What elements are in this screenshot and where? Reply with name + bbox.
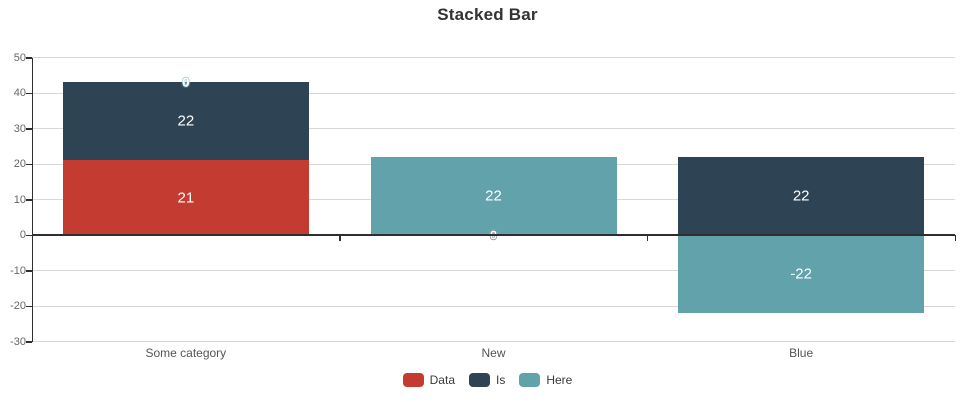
category-label: New bbox=[481, 346, 506, 360]
bar-segment[interactable] bbox=[678, 235, 925, 314]
y-axis-tick bbox=[26, 305, 32, 307]
y-axis-tick bbox=[26, 270, 32, 272]
bar-segment[interactable] bbox=[678, 156, 925, 235]
bar-segment[interactable] bbox=[62, 160, 309, 235]
x-axis-tick bbox=[339, 235, 341, 241]
y-tick-label: -20 bbox=[10, 300, 26, 312]
bar-segment[interactable] bbox=[370, 156, 617, 235]
zero-value-label: 0 bbox=[182, 74, 190, 90]
y-tick-label: -10 bbox=[10, 264, 26, 277]
chart-title: Stacked Bar bbox=[437, 5, 538, 24]
y-axis-tick bbox=[26, 163, 32, 165]
category-label: Blue bbox=[789, 346, 814, 360]
legend-item[interactable]: Is bbox=[469, 373, 505, 387]
gridline bbox=[32, 341, 955, 342]
bar-value-label: 22 bbox=[792, 187, 810, 205]
y-tick-label: 40 bbox=[13, 87, 26, 99]
y-axis-tick bbox=[26, 92, 32, 94]
y-tick-label: 0 bbox=[19, 229, 26, 241]
y-tick-label: 30 bbox=[13, 122, 26, 135]
gridline bbox=[32, 305, 955, 307]
y-axis-tick bbox=[26, 57, 32, 59]
legend-label: Here bbox=[546, 373, 573, 387]
bar-value-label: -22 bbox=[790, 265, 812, 283]
y-axis-tick bbox=[26, 341, 32, 343]
y-axis-tick bbox=[26, 128, 32, 130]
category-label: Some category bbox=[145, 346, 227, 360]
legend-swatch bbox=[519, 373, 541, 387]
gridline bbox=[32, 270, 955, 271]
y-tick-label: 10 bbox=[13, 193, 26, 206]
bar-segment[interactable] bbox=[62, 82, 309, 161]
legend-label: Is bbox=[496, 373, 506, 387]
legend-swatch bbox=[402, 373, 424, 387]
legend: Data Is Here bbox=[0, 373, 975, 387]
y-tick-label: -30 bbox=[10, 335, 26, 348]
bar-value-label: 22 bbox=[177, 112, 195, 130]
x-axis-zero-line bbox=[32, 234, 955, 236]
legend-item[interactable]: Data bbox=[402, 373, 455, 387]
gridline bbox=[32, 92, 955, 94]
y-tick-label: 50 bbox=[13, 51, 26, 64]
x-axis-tick bbox=[646, 235, 649, 241]
legend-label: Data bbox=[429, 373, 455, 387]
legend-swatch bbox=[469, 373, 490, 387]
y-axis bbox=[31, 57, 33, 342]
y-tick-label: 20 bbox=[13, 158, 26, 170]
gridline bbox=[32, 128, 955, 129]
legend-item[interactable]: Here bbox=[519, 373, 572, 387]
y-axis-tick bbox=[26, 234, 32, 236]
gridline bbox=[32, 57, 955, 58]
x-axis-tick bbox=[954, 235, 956, 241]
bar-value-label: 22 bbox=[485, 187, 502, 205]
bar-value-label: 21 bbox=[177, 189, 195, 207]
y-axis-tick bbox=[26, 199, 32, 201]
